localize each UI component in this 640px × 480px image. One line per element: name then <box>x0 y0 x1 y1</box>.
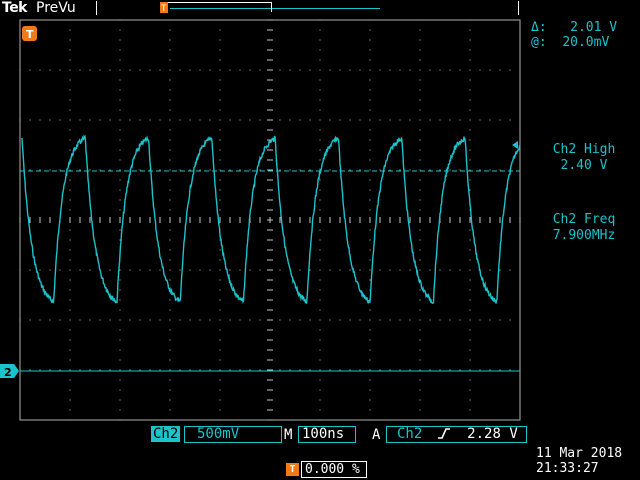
trigger-readout[interactable]: Ch2 2.28 V <box>386 426 527 443</box>
record-view-bar <box>96 1 519 15</box>
ch2-freq-value: 7.900MHz <box>552 228 616 243</box>
timebase-label: M <box>284 427 293 443</box>
timebase-readout[interactable]: 100ns <box>298 426 356 443</box>
trigger-level: 2.28 V <box>467 426 518 442</box>
rising-edge-icon <box>437 428 450 439</box>
horizontal-position-icon: T <box>286 463 299 476</box>
horizontal-position-readout[interactable]: 0.000 % <box>301 461 367 478</box>
delta-value: 2.01 V <box>570 20 618 35</box>
at-label: @: <box>531 35 547 50</box>
ch2-high-label: Ch2 High <box>552 142 616 157</box>
trigger-level-arrow[interactable] <box>512 141 518 149</box>
graticule-dots <box>19 19 521 421</box>
cursor-at-readout: @: 20.0mV <box>531 35 609 50</box>
time-readout: 21:33:27 <box>536 461 599 476</box>
trigger-mode-label: A <box>372 427 381 443</box>
acquisition-mode: PreVu <box>36 0 76 16</box>
ch2-freq-label: Ch2 Freq <box>552 212 616 227</box>
trigger-position-letter: T <box>161 4 167 14</box>
ch2-high-value: 2.40 V <box>560 158 608 173</box>
at-value: 20.0mV <box>562 35 610 50</box>
trigger-position-marker[interactable]: T <box>160 2 168 14</box>
cursor-delta-readout: Δ: 2.01 V <box>531 20 617 35</box>
trigger-point-marker[interactable]: T <box>22 26 37 41</box>
ch2-ground-marker[interactable]: 2 <box>0 364 19 379</box>
vertical-scale-readout[interactable]: 500mV <box>184 426 282 443</box>
delta-label: Δ: <box>531 20 547 35</box>
trigger-source: Ch2 <box>397 426 423 442</box>
channel-badge[interactable]: Ch2 <box>151 426 181 442</box>
date-readout: 11 Mar 2018 <box>536 446 623 461</box>
trigger-point-letter: T <box>26 28 34 41</box>
ch2-waveform-trace <box>21 134 521 305</box>
graticule <box>19 19 521 421</box>
ch2-ground-letter: 2 <box>4 366 12 379</box>
brand-logo: Tek <box>2 0 28 16</box>
